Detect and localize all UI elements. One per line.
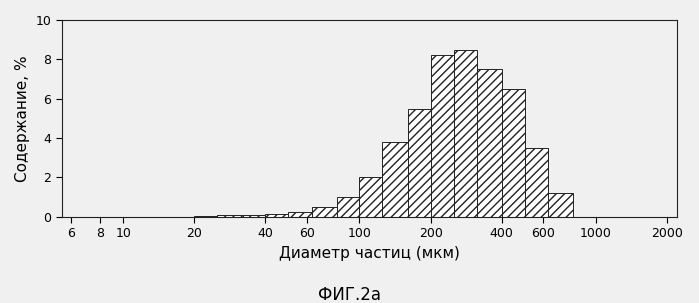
Bar (217, 215, 243, 217)
Bar (382, 142, 408, 217)
Bar (525, 148, 548, 217)
Y-axis label: Содержание, %: Содержание, % (15, 55, 30, 182)
Bar (359, 177, 382, 217)
Bar (312, 207, 337, 217)
Bar (502, 89, 525, 217)
Bar (454, 49, 477, 217)
Bar (337, 197, 359, 217)
Text: ФИГ.2a: ФИГ.2a (318, 286, 381, 303)
Bar (266, 214, 289, 217)
X-axis label: Диаметр частиц (мкм): Диаметр частиц (мкм) (279, 246, 460, 261)
Bar (194, 216, 217, 217)
Bar (408, 108, 431, 217)
Bar (243, 215, 266, 217)
Bar (477, 69, 502, 217)
Bar (289, 212, 312, 217)
Bar (431, 55, 454, 217)
Bar (548, 193, 573, 217)
